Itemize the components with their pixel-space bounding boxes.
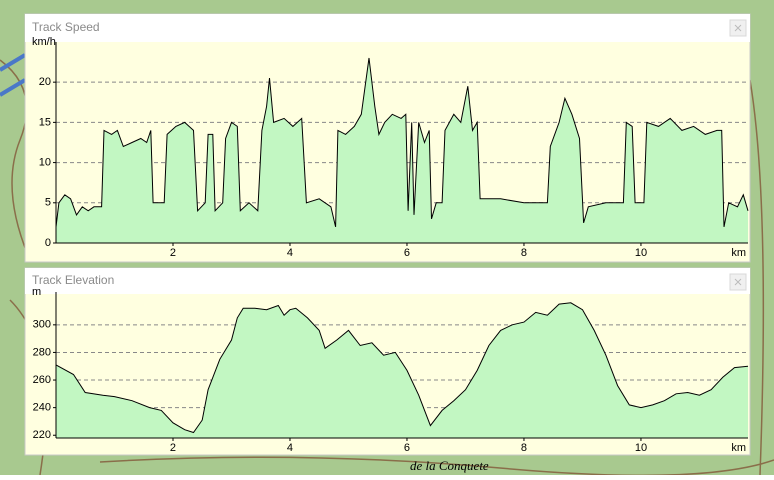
x-tick-label: 8 xyxy=(521,442,527,454)
y-tick-label: 280 xyxy=(33,346,51,358)
x-axis-label: km xyxy=(731,442,746,454)
y-tick-label: 0 xyxy=(45,237,51,249)
x-tick-label: 2 xyxy=(170,442,176,454)
x-tick-label: 4 xyxy=(287,247,293,259)
area-fill xyxy=(56,58,748,243)
y-axis-label: m xyxy=(32,286,41,298)
map-label: de la Conquete xyxy=(410,458,489,473)
x-tick-label: 8 xyxy=(521,247,527,259)
x-tick-label: 6 xyxy=(404,442,410,454)
title-bar xyxy=(25,268,750,294)
area-line xyxy=(55,302,749,434)
x-tick-label: 2 xyxy=(170,247,176,259)
y-tick-label: 240 xyxy=(33,402,51,414)
y-tick-label: 220 xyxy=(33,429,51,441)
y-tick-label: 15 xyxy=(39,116,51,128)
x-tick-label: 10 xyxy=(635,247,647,259)
y-axis-label: km/h xyxy=(32,36,56,48)
y-tick-label: 20 xyxy=(39,76,51,88)
close-icon xyxy=(734,24,742,32)
y-tick-label: 10 xyxy=(39,156,51,168)
close-icon xyxy=(734,278,742,286)
title-bar xyxy=(25,14,750,42)
x-tick-label: 4 xyxy=(287,442,293,454)
x-axis-label: km xyxy=(731,247,746,259)
window-title: Track Elevation xyxy=(32,273,114,287)
window-title: Track Speed xyxy=(32,20,100,34)
x-tick-label: 6 xyxy=(404,247,410,259)
y-tick-label: 300 xyxy=(33,319,51,331)
map-river xyxy=(0,53,27,97)
y-tick-label: 5 xyxy=(45,197,51,209)
area-fill xyxy=(56,302,748,438)
area-line xyxy=(55,57,749,228)
x-tick-label: 10 xyxy=(635,442,647,454)
y-tick-label: 260 xyxy=(33,374,51,386)
